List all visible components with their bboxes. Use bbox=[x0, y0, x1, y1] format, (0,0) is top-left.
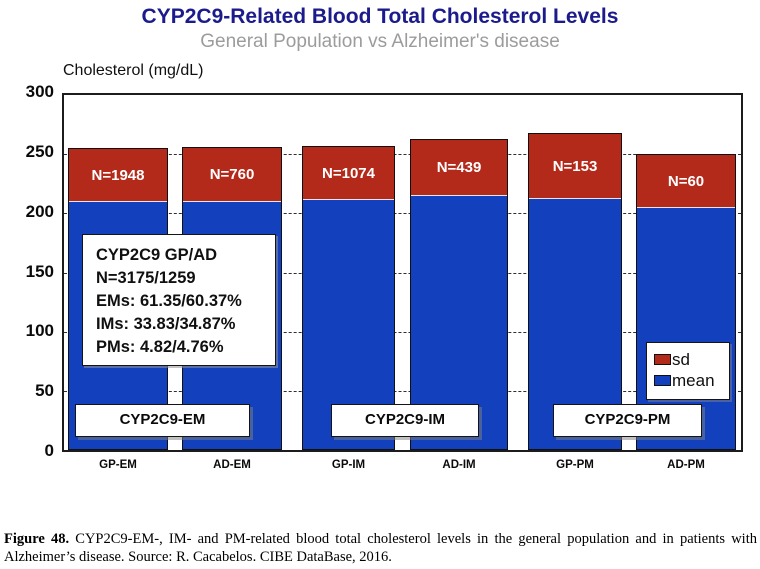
bar-sd-segment: N=1074 bbox=[303, 147, 394, 200]
bar-n-label: N=1074 bbox=[322, 164, 375, 182]
chart-title: CYP2C9-Related Blood Total Cholesterol L… bbox=[141, 5, 619, 28]
bar-sd-segment: N=1948 bbox=[69, 149, 167, 202]
gridline-200 bbox=[64, 213, 741, 214]
bar-n-label: N=760 bbox=[209, 166, 255, 183]
caption-text: CYP2C9-EM-, IM- and PM-related blood tot… bbox=[69, 531, 757, 547]
y-tick-label-150: 150 bbox=[25, 262, 54, 281]
gridline-150 bbox=[64, 273, 741, 274]
caption-line: Figure 48. CYP2C9-EM-, IM- and PM-relate… bbox=[4, 531, 757, 549]
legend-swatch-mean bbox=[654, 375, 671, 386]
caption-line: Alzheimer’s disease. Source: R. Cacabelo… bbox=[4, 548, 392, 565]
x-tick-label-gp-pm: GP-PM bbox=[556, 459, 594, 471]
y-tick-label-50: 50 bbox=[35, 381, 54, 400]
chart-subtitle: General Population vs Alzheimer's diseas… bbox=[200, 31, 560, 52]
annotation-line: EMs: 61.35/60.37% bbox=[96, 292, 242, 310]
bar-sd-segment: N=439 bbox=[411, 140, 507, 196]
bar-sd-segment: N=60 bbox=[637, 155, 735, 208]
y-tick-label-250: 250 bbox=[25, 142, 54, 161]
figure-caption: Figure 48. CYP2C9-EM-, IM- and PM-relate… bbox=[4, 531, 757, 566]
group-label-im: CYP2C9-IM bbox=[331, 404, 479, 437]
legend-row-mean: mean bbox=[654, 370, 725, 391]
x-tick-label-gp-im: GP-IM bbox=[331, 459, 366, 471]
y-tick-label-200: 200 bbox=[25, 202, 54, 221]
bar-sd-segment: N=760 bbox=[183, 148, 281, 202]
bar-sd-segment: N=153 bbox=[529, 134, 621, 199]
group-label-em: CYP2C9-EM bbox=[75, 404, 250, 437]
group-label-pm: CYP2C9-PM bbox=[553, 404, 702, 437]
gridline-50 bbox=[64, 391, 741, 392]
annotation-line: CYP2C9 GP/AD bbox=[96, 246, 218, 264]
bar-gp-pm: N=153 bbox=[528, 133, 622, 450]
x-tick-label-ad-im: AD-IM bbox=[442, 459, 476, 471]
x-tick-label-gp-em: GP-EM bbox=[99, 459, 137, 471]
bar-n-label: N=439 bbox=[436, 159, 482, 176]
legend-swatch-sd bbox=[654, 354, 671, 365]
annotation-line: IMs: 33.83/34.87% bbox=[96, 315, 236, 333]
x-tick-label-ad-pm: AD-PM bbox=[667, 459, 705, 471]
gridline-250 bbox=[64, 154, 741, 155]
y-tick-label-0: 0 bbox=[44, 441, 54, 460]
legend-label-mean: mean bbox=[672, 371, 715, 390]
y-tick-label-100: 100 bbox=[25, 321, 54, 340]
bar-n-label: N=1948 bbox=[91, 166, 145, 184]
gridline-100 bbox=[64, 332, 741, 333]
y-tick-label-300: 300 bbox=[25, 82, 54, 101]
legend-row-sd: sd bbox=[654, 349, 725, 370]
annotation-box: CYP2C9 GP/AD N=3175/1259 EMs: 61.35/60.3… bbox=[82, 234, 276, 366]
legend-label-sd: sd bbox=[672, 350, 690, 369]
bar-n-label: N=153 bbox=[552, 157, 598, 175]
annotation-line: PMs: 4.82/4.76% bbox=[96, 338, 224, 356]
caption-figure-label: Figure 48. bbox=[4, 531, 70, 547]
legend: sd mean bbox=[646, 342, 730, 400]
annotation-line: N=3175/1259 bbox=[96, 269, 196, 287]
y-axis-title: Cholesterol (mg/dL) bbox=[63, 62, 204, 79]
x-tick-label-ad-em: AD-EM bbox=[213, 459, 251, 471]
bar-n-label: N=60 bbox=[667, 172, 705, 190]
